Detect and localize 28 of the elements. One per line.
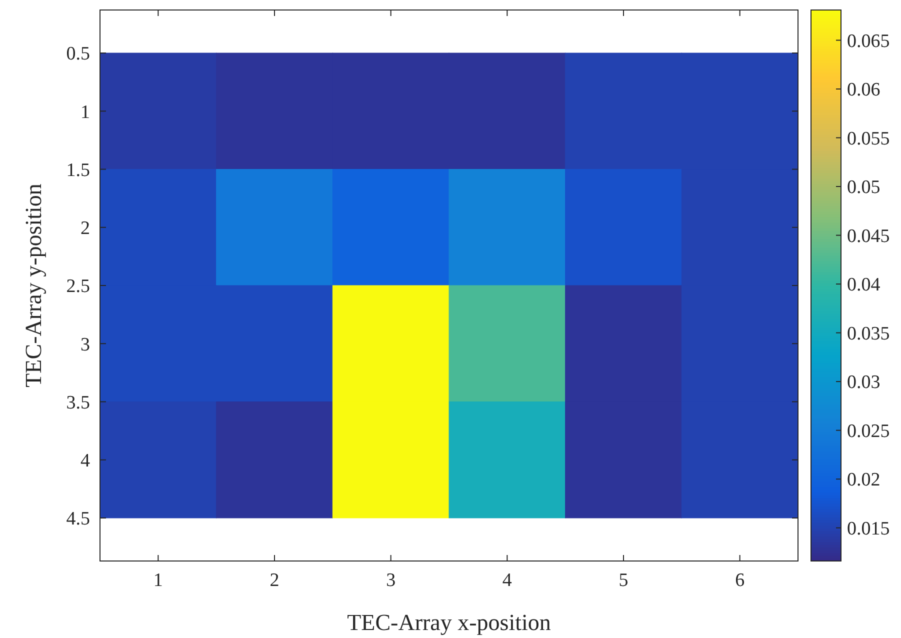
- color-bar-label: 0.06: [847, 80, 880, 101]
- x-tick-label: 6: [735, 570, 745, 591]
- color-bar-label: 0.065: [847, 30, 890, 52]
- y-tick-label: 0.5: [66, 44, 90, 65]
- color-bar-label: 0.02: [847, 470, 880, 491]
- y-tick-label: 1.5: [66, 160, 90, 181]
- color-bar-label: 0.035: [847, 323, 890, 344]
- color-bar-label: 0.045: [847, 226, 890, 247]
- y-tick-label: 4: [80, 450, 90, 472]
- y-tick-label: 4.5: [66, 508, 90, 530]
- x-tick-label: 2: [270, 570, 280, 591]
- y-tick-label: 2: [80, 218, 90, 240]
- x-tick-label: 1: [153, 570, 163, 591]
- x-axis-title: TEC-Array x-position: [347, 610, 552, 635]
- y-tick-label: 3.5: [66, 392, 90, 414]
- y-tick-label: 3: [80, 334, 90, 356]
- color-bar-label: 0.05: [847, 177, 880, 198]
- color-bar-label: 0.055: [847, 128, 890, 150]
- x-tick-label: 5: [618, 570, 628, 591]
- y-tick-label: 1: [80, 102, 90, 123]
- color-bar-label: 0.015: [847, 518, 890, 540]
- x-tick-label: 3: [386, 570, 396, 591]
- color-bar-label: 0.03: [847, 372, 880, 394]
- x-tick-label: 4: [502, 570, 512, 591]
- y-axis-title: TEC-Array y-position: [21, 183, 46, 388]
- color-bar-label: 0.04: [847, 274, 881, 296]
- color-bar-label: 0.025: [847, 420, 890, 442]
- y-tick-label: 2.5: [66, 276, 90, 298]
